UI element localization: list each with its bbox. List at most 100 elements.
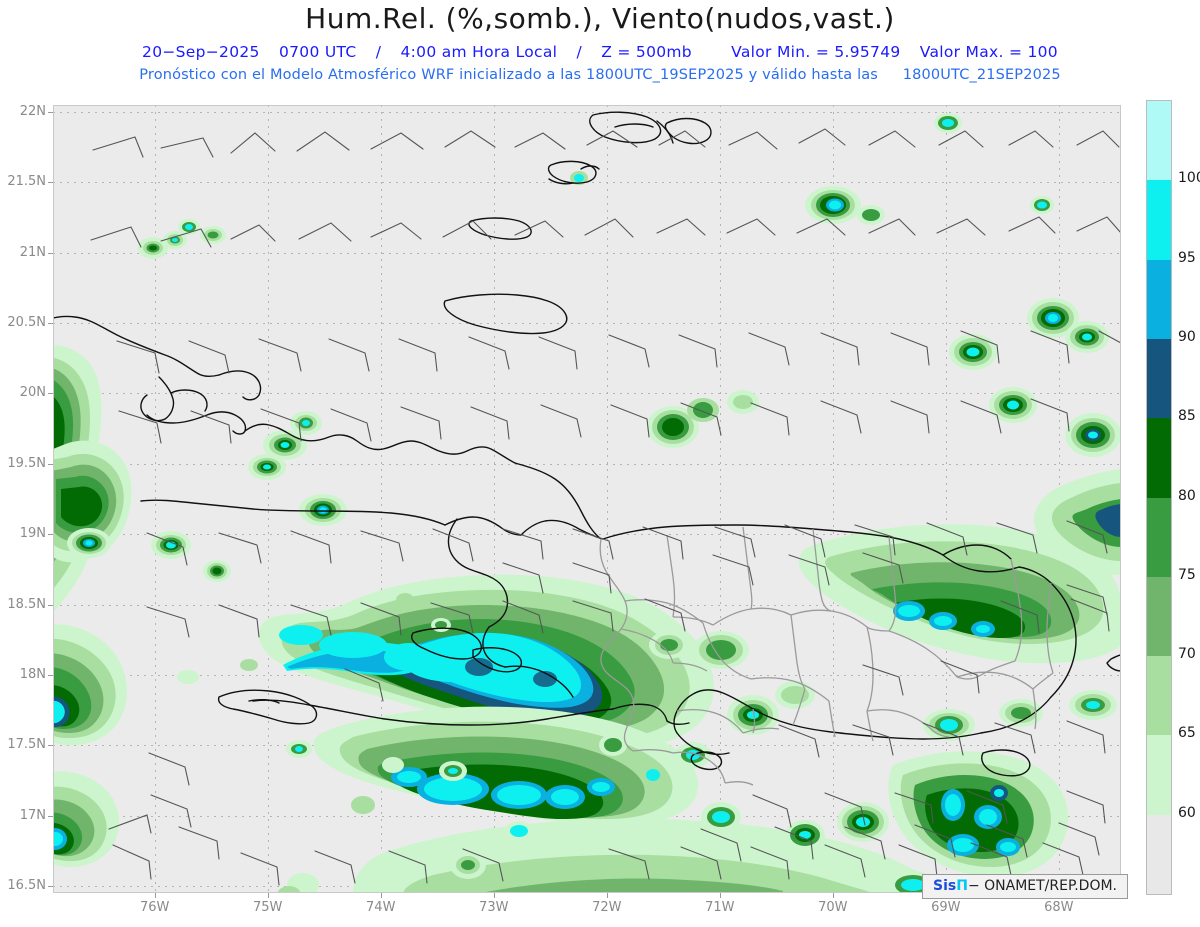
latitude-label-18N: 18N xyxy=(19,666,46,682)
colorbar-band-75-80 xyxy=(1147,497,1171,577)
latitude-label-16.5N: 16.5N xyxy=(7,877,46,893)
gridline-longitude-72W xyxy=(607,105,608,893)
pressure-level: Z = 500mb xyxy=(601,43,692,61)
page-title: Hum.Rel. (%,somb.), Viento(nudos,vast.) xyxy=(305,2,895,35)
colorbar-band-<60 xyxy=(1147,814,1171,894)
model-description: Pronóstico con el Modelo Atmosférico WRF… xyxy=(139,67,879,83)
gridline-latitude-20.5N xyxy=(53,323,1121,324)
latitude-tick-20N xyxy=(48,393,53,394)
wind-barb-interior xyxy=(344,552,1108,702)
gridline-longitude-73W xyxy=(494,105,495,893)
colorbar-tick-95: 95 xyxy=(1178,249,1196,266)
humidity-colorbar[interactable] xyxy=(1146,100,1172,895)
longitude-label-71W: 71W xyxy=(705,900,735,915)
wind-barb-row-4 xyxy=(118,398,1070,444)
gridline-longitude-75W xyxy=(268,105,269,893)
latitude-tick-16.5N xyxy=(48,886,53,887)
gridline-longitude-70W xyxy=(833,105,834,893)
colorbar-tick-100: 100 xyxy=(1178,170,1200,187)
model-valid-until: 1800UTC_21SEP2025 xyxy=(902,67,1061,83)
latitude-tick-21.5N xyxy=(48,182,53,183)
separator-slash-1: / xyxy=(375,43,382,61)
gridline-latitude-20N xyxy=(53,393,1121,394)
latitude-label-21N: 21N xyxy=(19,244,46,260)
attribution-sis: Sis xyxy=(933,878,957,894)
latitude-label-17N: 17N xyxy=(19,807,46,823)
longitude-label-72W: 72W xyxy=(592,900,622,915)
attribution-org: − ONAMET/REP.DOM. xyxy=(967,878,1117,894)
colorbar-band->100 xyxy=(1147,101,1171,181)
colorbar-tick-85: 85 xyxy=(1178,408,1196,425)
model-info-line: Pronóstico con el Modelo Atmosférico WRF… xyxy=(0,67,1200,83)
gridline-latitude-21N xyxy=(53,253,1121,254)
forecast-date: 20−Sep−2025 xyxy=(142,43,260,61)
longitude-tick-73W xyxy=(494,893,495,898)
humidity-convective-cells xyxy=(67,113,1121,582)
latitude-label-22N: 22N xyxy=(19,104,46,120)
latitude-tick-22N xyxy=(48,112,53,113)
wind-barb-row-5 xyxy=(146,520,1108,566)
wind-barb-row-6 xyxy=(146,598,1110,638)
longitude-label-76W: 76W xyxy=(140,900,170,915)
gridline-longitude-76W xyxy=(155,105,156,893)
colorbar-band-85-90 xyxy=(1147,338,1171,419)
colorbar-tick-80: 80 xyxy=(1178,487,1196,504)
longitude-label-68W: 68W xyxy=(1044,900,1074,915)
humidity-band-far-east xyxy=(1033,469,1121,575)
humidity-blob-sw-lower xyxy=(53,771,119,867)
latitude-tick-21N xyxy=(48,253,53,254)
wind-barb-row-1 xyxy=(92,128,1120,158)
wind-barb-row-9 xyxy=(108,814,1100,862)
colorbar-tick-90: 90 xyxy=(1178,328,1196,345)
humidity-specks xyxy=(177,593,533,893)
forecast-metadata-line: 20−Sep−2025 0700 UTC / 4:00 am Hora Loca… xyxy=(0,43,1200,61)
humidity-band-south xyxy=(313,706,699,826)
attribution-badge: SisΠ− ONAMET/REP.DOM. xyxy=(922,874,1128,899)
longitude-label-74W: 74W xyxy=(366,900,396,915)
latitude-label-21.5N: 21.5N xyxy=(7,174,46,190)
latitude-tick-17.5N xyxy=(48,745,53,746)
value-max: Valor Max. = 100 xyxy=(919,43,1058,61)
longitude-label-75W: 75W xyxy=(253,900,283,915)
longitude-tick-72W xyxy=(607,893,608,898)
colorbar-band-70-75 xyxy=(1147,576,1171,657)
colorbar-tick-65: 65 xyxy=(1178,725,1196,742)
colorbar-tick-60: 60 xyxy=(1178,804,1196,821)
value-min: Valor Min. = 5.95749 xyxy=(731,43,901,61)
latitude-tick-20.5N xyxy=(48,323,53,324)
longitude-tick-75W xyxy=(268,893,269,898)
gridline-latitude-22N xyxy=(53,112,1121,113)
colorbar-band-95-100 xyxy=(1147,180,1171,260)
colorbar-band-90-95 xyxy=(1147,259,1171,339)
coastline-layer xyxy=(53,111,1121,777)
wind-barb-row-7 xyxy=(148,720,1106,786)
gridline-longitude-71W xyxy=(720,105,721,893)
latitude-tick-19N xyxy=(48,534,53,535)
forecast-local-time: 4:00 am Hora Local xyxy=(400,43,558,61)
latitude-tick-18N xyxy=(48,675,53,676)
longitude-tick-70W xyxy=(833,893,834,898)
longitude-tick-71W xyxy=(720,893,721,898)
humidity-blob-nw xyxy=(53,440,132,563)
longitude-label-70W: 70W xyxy=(818,900,848,915)
latitude-label-17.5N: 17.5N xyxy=(7,737,46,753)
latitude-tick-18.5N xyxy=(48,605,53,606)
colorbar-band-60-65 xyxy=(1147,735,1171,815)
wind-barb-row-10 xyxy=(112,842,1084,886)
gridline-longitude-74W xyxy=(381,105,382,893)
gridline-latitude-19N xyxy=(53,534,1121,535)
forecast-time-utc: 0700 UTC xyxy=(278,43,357,61)
chart-header: Hum.Rel. (%,somb.), Viento(nudos,vast.) … xyxy=(0,0,1200,92)
province-borders-layer xyxy=(599,526,1054,786)
latitude-label-18.5N: 18.5N xyxy=(7,596,46,612)
wind-barbs-layer xyxy=(90,128,1121,886)
longitude-tick-74W xyxy=(381,893,382,898)
colorbar-tick-75: 75 xyxy=(1178,566,1196,583)
wind-barb-row-3 xyxy=(116,330,1121,374)
latitude-tick-17N xyxy=(48,816,53,817)
longitude-tick-76W xyxy=(155,893,156,898)
longitude-label-69W: 69W xyxy=(931,900,961,915)
attribution-pi-icon: Π xyxy=(956,878,968,894)
map-plot-area[interactable] xyxy=(53,105,1121,893)
latitude-label-20N: 20N xyxy=(19,385,46,401)
